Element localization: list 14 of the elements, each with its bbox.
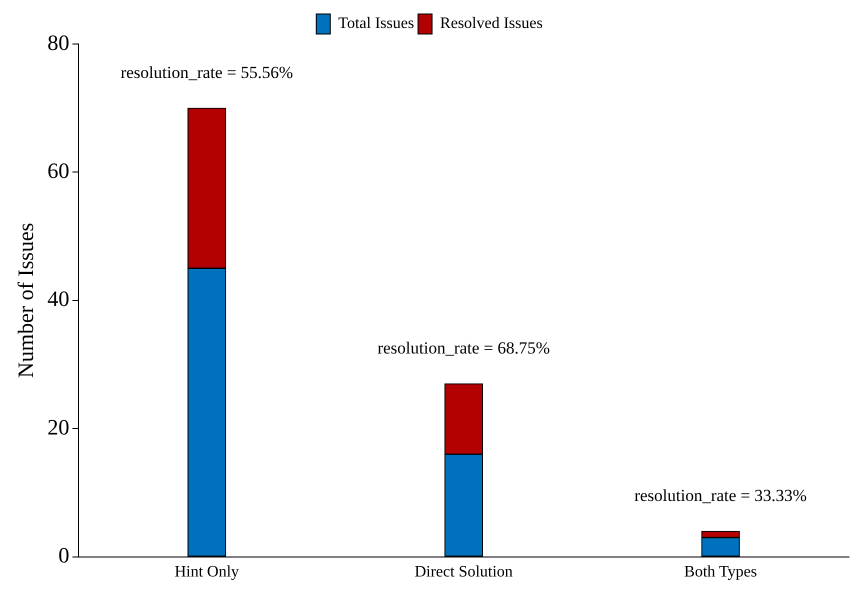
y-axis-title: Number of Issues [12,222,38,378]
x-tick-label: Direct Solution [414,564,513,581]
y-tick-label: 0 [58,542,70,568]
annotation: resolution_rate = 55.56% [120,63,294,82]
x-tick-label: Both Types [684,564,757,581]
annotation: resolution_rate = 68.75% [377,338,550,358]
y-tick-label: 60 [47,158,70,183]
y-tick-label: 80 [47,30,70,55]
annotation: resolution_rate = 33.33% [634,486,807,506]
x-tick-label: Hint Only [174,564,240,581]
y-tick-label: 20 [47,414,70,440]
y-tick-label: 40 [47,286,70,312]
legend-label: Resolved Issues [440,15,543,32]
legend-label: Total Issues [338,15,414,32]
